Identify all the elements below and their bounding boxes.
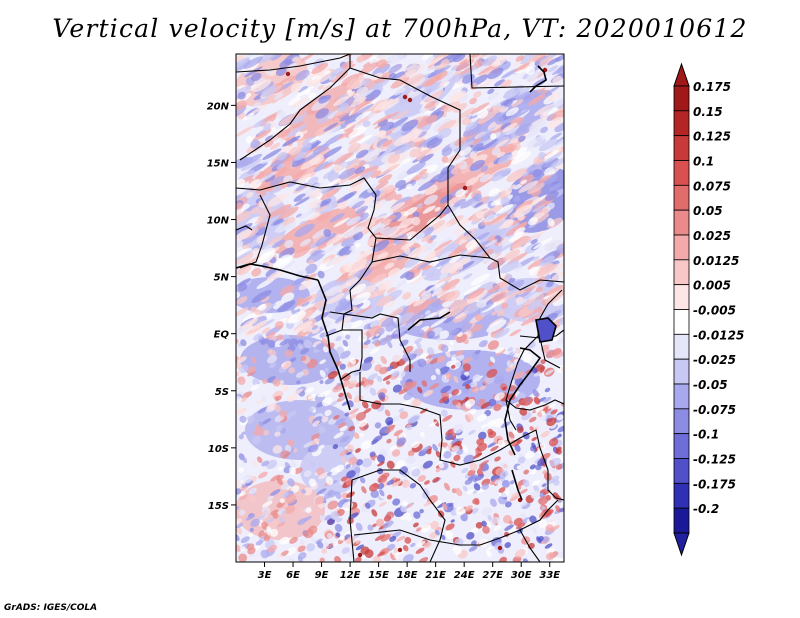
colorbar: 0.175 0.15 0.125 0.1 0.075 0.05 0.025 0.0125 0.0…	[673, 62, 744, 557]
colorbar-swatch	[673, 110, 690, 137]
colorbar-label: 0.075	[693, 179, 731, 193]
country-borders	[236, 54, 564, 562]
velocity-speckle	[236, 54, 564, 562]
colorbar-label: 0.0125	[693, 254, 739, 268]
lon-tick-label: 21E	[425, 570, 446, 581]
colorbar-swatch	[673, 333, 690, 360]
colorbar-swatch	[673, 160, 690, 186]
colorbar-label: 0.15	[693, 105, 723, 119]
lon-tick-label: 30E	[511, 570, 532, 581]
colorbar-swatch	[673, 135, 690, 161]
colorbar-swatch	[673, 358, 690, 385]
strong-updraft-spot	[407, 97, 413, 103]
coastline	[236, 65, 557, 501]
lon-tick-label: 18E	[397, 570, 418, 581]
colorbar-swatch	[673, 458, 690, 484]
colorbar-label: -0.025	[693, 353, 736, 367]
colorbar-bottom-cap	[673, 532, 690, 557]
lon-tick-label: 9E	[315, 570, 329, 581]
colorbar-label: -0.05	[693, 378, 728, 392]
lat-tick-label: 10N	[207, 216, 230, 227]
colorbar-label: -0.1	[693, 428, 719, 442]
lat-tick-label: 15S	[208, 501, 229, 512]
colorbar-swatch	[673, 209, 690, 236]
colorbar-swatch	[673, 184, 690, 211]
lat-tick-label: EQ	[214, 330, 230, 341]
lon-tick-label: 15E	[368, 570, 389, 581]
colorbar-swatch	[673, 433, 690, 459]
strong-updraft-spot	[357, 552, 363, 558]
strong-updraft-spot	[397, 547, 403, 553]
strong-updraft-spot	[285, 71, 291, 77]
velocity-field	[236, 54, 564, 562]
colorbar-swatch	[673, 259, 690, 286]
map-title: Vertical velocity [m/s] at 700hPa, VT: 2…	[52, 14, 748, 43]
lat-tick-label: 5N	[214, 273, 230, 284]
colorbar-swatch	[673, 383, 690, 410]
colorbar-swatch	[673, 309, 690, 335]
lon-tick-label: 27E	[482, 570, 503, 581]
colorbar-label: -0.2	[693, 502, 719, 516]
colorbar-label: 0.175	[693, 80, 731, 94]
lon-tick-label: 12E	[340, 570, 361, 581]
grads-credit: GrADS: IGES/COLA	[4, 603, 98, 613]
strong-updraft-spot	[497, 545, 503, 551]
colorbar-swatch	[673, 234, 690, 261]
strong-updraft-spot	[462, 185, 468, 191]
lon-tick-label: 24E	[454, 570, 475, 581]
colorbar-label: -0.005	[693, 304, 736, 318]
lat-tick-label: 15N	[207, 158, 230, 169]
colorbar-label: 0.005	[693, 279, 731, 293]
strong-updraft-spot	[402, 94, 408, 100]
colorbar-label: -0.075	[693, 403, 736, 417]
colorbar-swatch	[673, 284, 690, 310]
lat-tick-label: 5S	[215, 387, 229, 398]
latitude-axis: 20N 15N 10N 5N EQ 5S 10S 15S	[207, 101, 236, 512]
longitude-axis: 3E 6E 9E 12E 15E 18E 21E 24E 27E 30E 33E	[258, 562, 560, 581]
lon-tick-label: 6E	[286, 570, 300, 581]
lat-tick-label: 20N	[207, 101, 230, 112]
lat-tick-label: 10S	[208, 444, 229, 455]
colorbar-swatch	[673, 85, 690, 112]
map-frame	[235, 53, 565, 563]
colorbar-label: -0.175	[693, 477, 736, 491]
colorbar-label: 0.025	[693, 229, 731, 243]
colorbar-label: 0.125	[693, 130, 731, 144]
colorbar-swatch	[673, 408, 690, 435]
colorbar-top-cap	[673, 62, 690, 87]
colorbar-swatch	[673, 507, 690, 534]
colorbar-label: 0.1	[693, 155, 714, 169]
colorbar-label: -0.125	[693, 453, 736, 467]
lon-tick-label: 33E	[539, 570, 560, 581]
lon-tick-label: 3E	[258, 570, 272, 581]
colorbar-label: -0.0125	[693, 328, 744, 342]
colorbar-label: 0.05	[693, 204, 723, 218]
colorbar-swatch	[673, 482, 690, 509]
